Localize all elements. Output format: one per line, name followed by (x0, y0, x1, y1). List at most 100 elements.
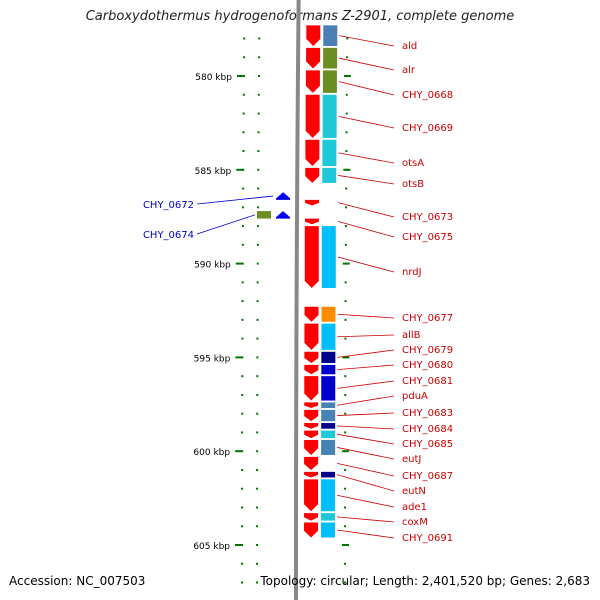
label-layer: ald alr CHY_0668 CHY_0669 otsA otsB CHY_0673 CH… (143, 35, 453, 544)
minor-tick-left (241, 487, 244, 490)
gene-label-eutJ: eutJ (402, 454, 421, 465)
gene-arrow-CHY_0673 (305, 199, 320, 206)
cog-block-alr (323, 47, 338, 69)
gene-arrow-CHY_0672 (276, 192, 291, 200)
minor-tick-right (344, 337, 347, 340)
leader-line-CHY_0687 (337, 463, 395, 477)
cog-block-otsA (322, 139, 337, 167)
minor-tick-left (241, 300, 244, 303)
minor-tick-mid (256, 544, 259, 546)
major-tick-right (343, 168, 351, 171)
leader-line-CHY_0691 (336, 529, 395, 539)
leader-line-CHY_0672 (196, 195, 274, 205)
leader-line-allB (337, 334, 395, 338)
leader-line-CHY_0684 (337, 425, 395, 430)
leader-line-CHY_0674 (196, 214, 256, 235)
gene-arrow-CHY_0691 (304, 522, 319, 538)
gene-arrow-otsA (305, 139, 320, 167)
minor-tick-mid (257, 187, 260, 190)
gene-label-nrdJ: nrdJ (402, 267, 422, 278)
leader-line-otsB (338, 175, 395, 185)
gene-arrow-CHY_0683 (304, 409, 319, 422)
gene-label-CHY_0685: CHY_0685 (402, 439, 453, 450)
minor-tick-left (241, 318, 244, 321)
gene-label-eutN: eutN (402, 486, 426, 497)
cog-block-CHY_0679 (321, 351, 336, 364)
minor-tick-right (345, 112, 348, 115)
minor-tick-mid (257, 131, 260, 134)
cog-block-CHY_0684 (321, 423, 336, 429)
leader-line-CHY_0680 (337, 364, 395, 370)
minor-tick-right (345, 187, 348, 190)
gene-label-ald: ald (402, 41, 417, 52)
scale-label: 605 kbp (193, 542, 230, 552)
minor-tick-mid (256, 487, 259, 490)
gene-arrow-coxM (304, 513, 319, 521)
gene-arrow-CHY_0674 (276, 211, 291, 219)
major-tick (235, 262, 243, 265)
scale-label: 580 kbp (195, 73, 232, 83)
minor-tick-mid (256, 356, 259, 359)
leader-line-alr (339, 57, 395, 71)
cog-block-CHY_0674 (257, 211, 272, 219)
minor-tick-left (241, 562, 244, 565)
minor-tick-right (344, 393, 347, 396)
gene-label-otsB: otsB (402, 179, 424, 190)
gene-arrow-CHY_0677 (304, 306, 319, 322)
minor-tick-left (241, 581, 244, 584)
leader-line-CHY_0679 (337, 349, 395, 358)
minor-tick-mid (256, 243, 259, 246)
minor-tick-mid (256, 375, 259, 378)
minor-tick-mid (256, 450, 259, 453)
minor-tick-mid (256, 300, 259, 303)
minor-tick-mid (256, 262, 259, 265)
cog-block-nrdJ (321, 226, 336, 288)
minor-tick-left (242, 112, 245, 115)
minor-tick-mid (256, 468, 259, 471)
major-tick-right (342, 356, 350, 359)
cog-block-CHY_0681 (321, 376, 336, 401)
topology-text: Topology: circular; Length: 2,401,520 bp… (260, 574, 590, 588)
minor-tick-mid (256, 581, 259, 584)
minor-tick-left (242, 150, 245, 153)
minor-tick-left (243, 56, 246, 59)
gene-label-ade1: ade1 (402, 502, 427, 513)
cog-block-CHY_0677 (321, 306, 336, 322)
gene-layer (257, 25, 338, 538)
gene-label-allB: allB (402, 330, 421, 341)
minor-tick-mid (257, 150, 260, 153)
leader-line-CHY_0683 (337, 412, 395, 416)
minor-tick-mid (256, 281, 259, 284)
gene-arrow-CHY_0687 (304, 456, 319, 470)
minor-tick-mid (256, 412, 259, 415)
scale-label: 600 kbp (193, 448, 230, 458)
gene-label-CHY_0684: CHY_0684 (402, 424, 453, 435)
leader-line-CHY_0685 (337, 433, 395, 445)
gene-arrow-CHY_0669 (305, 94, 320, 138)
minor-tick-left (242, 131, 245, 134)
minor-tick-right (344, 412, 347, 415)
minor-tick-mid (257, 168, 260, 171)
gene-arrow-alr (306, 47, 321, 69)
minor-tick-mid (256, 318, 259, 321)
cog-block-coxM (321, 513, 336, 521)
gene-label-CHY_0675: CHY_0675 (402, 232, 453, 243)
minor-tick-right (345, 150, 348, 153)
minor-tick-left (241, 412, 244, 415)
minor-tick-right (344, 225, 347, 228)
minor-tick-right (345, 93, 348, 96)
minor-tick-right (345, 206, 348, 209)
cog-block-CHY_0685 (321, 430, 336, 439)
minor-tick-mid (257, 75, 260, 77)
leader-line-pduA (337, 395, 395, 406)
gene-arrow-CHY_0680 (304, 364, 319, 375)
leader-line-CHY_0669 (338, 115, 395, 129)
gene-label-CHY_0674: CHY_0674 (143, 230, 194, 241)
accession-text: Accession: NC_007503 (9, 574, 146, 588)
minor-tick-right (346, 37, 349, 40)
minor-tick-mid (256, 562, 259, 565)
backbone-layer (294, 0, 301, 600)
minor-tick-right (344, 468, 347, 471)
minor-tick-left (241, 468, 244, 471)
